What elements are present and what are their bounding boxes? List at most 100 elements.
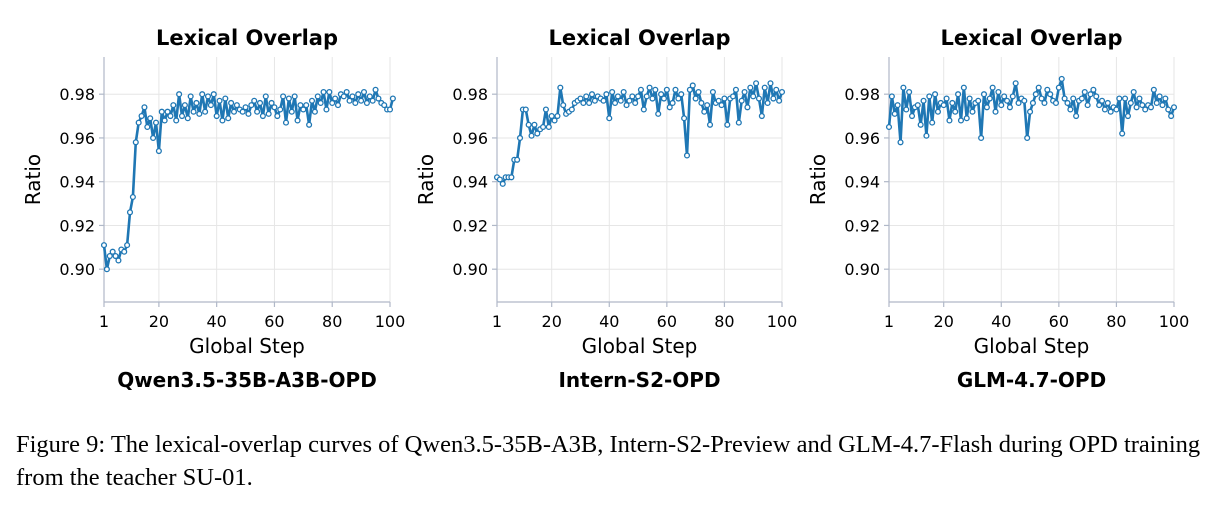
- data-point: [666, 104, 673, 111]
- data-point: [193, 99, 200, 106]
- data-point: [358, 97, 365, 104]
- x-tick-label: 40: [991, 312, 1011, 331]
- data-point: [1029, 99, 1036, 106]
- y-axis-label: Ratio: [414, 154, 438, 205]
- data-point: [346, 97, 353, 104]
- data-point: [499, 180, 506, 187]
- data-point: [274, 113, 281, 120]
- data-point: [112, 253, 119, 260]
- data-point: [1012, 80, 1019, 87]
- data-point: [1168, 113, 1175, 120]
- data-point: [978, 134, 985, 141]
- data-point: [147, 115, 154, 122]
- data-point: [262, 93, 269, 100]
- data-point: [141, 104, 148, 111]
- data-point: [317, 99, 324, 106]
- y-tick-label: 0.94: [452, 173, 488, 192]
- data-point: [955, 91, 962, 98]
- data-point: [115, 257, 122, 264]
- series-line: [496, 81, 784, 186]
- data-point: [311, 108, 318, 115]
- data-point: [568, 106, 575, 113]
- x-tick-label: 1: [884, 312, 894, 331]
- data-point: [652, 86, 659, 93]
- data-point: [534, 130, 541, 137]
- data-point: [649, 95, 656, 102]
- data-point: [152, 119, 160, 126]
- data-point: [675, 95, 682, 102]
- data-point: [314, 93, 321, 100]
- data-point: [1070, 95, 1077, 102]
- data-point: [983, 104, 990, 111]
- data-point: [196, 110, 203, 117]
- data-point: [614, 93, 621, 100]
- data-point: [761, 84, 768, 91]
- data-point: [689, 82, 696, 89]
- data-point: [219, 117, 226, 124]
- data-point: [1087, 91, 1094, 98]
- data-point: [528, 132, 535, 139]
- data-point: [897, 139, 904, 146]
- data-point: [753, 80, 760, 87]
- data-point: [1032, 91, 1039, 98]
- data-point: [1159, 102, 1166, 109]
- x-tick-label: 100: [1159, 312, 1190, 331]
- data-point: [773, 86, 780, 93]
- data-point: [692, 95, 699, 102]
- data-point: [1081, 88, 1088, 96]
- data-point: [1047, 91, 1054, 98]
- data-point: [617, 97, 624, 104]
- data-point: [686, 86, 693, 93]
- data-point: [1073, 113, 1080, 120]
- data-point: [755, 95, 763, 102]
- data-point: [1093, 93, 1100, 100]
- y-tick-label: 0.96: [452, 129, 488, 148]
- data-point: [1139, 102, 1146, 109]
- data-point: [750, 93, 757, 100]
- data-point: [626, 97, 633, 104]
- data-point: [265, 110, 272, 117]
- data-point: [611, 99, 619, 106]
- data-point: [932, 91, 939, 98]
- data-point: [1130, 88, 1137, 96]
- data-point: [228, 99, 235, 106]
- data-point: [106, 253, 113, 260]
- data-point: [704, 102, 711, 109]
- data-point: [372, 86, 379, 93]
- data-point: [251, 97, 258, 104]
- data-point: [1119, 130, 1126, 137]
- x-tick-label: 80: [1106, 312, 1126, 331]
- x-tick-label: 20: [934, 312, 954, 331]
- data-point: [903, 106, 910, 113]
- x-tick-label: 1: [492, 312, 502, 331]
- data-point: [239, 108, 246, 115]
- data-point: [646, 84, 653, 91]
- data-point: [522, 106, 529, 113]
- data-point: [150, 134, 157, 141]
- data-point: [637, 86, 644, 93]
- data-point: [672, 86, 679, 93]
- data-point: [952, 108, 959, 115]
- data-point: [1165, 106, 1172, 113]
- data-point: [1133, 104, 1140, 111]
- data-point: [176, 91, 183, 98]
- data-point: [213, 113, 220, 120]
- data-point: [957, 117, 965, 124]
- data-point: [1009, 93, 1016, 100]
- data-point: [329, 99, 336, 106]
- data-point: [323, 106, 330, 113]
- data-point: [551, 117, 558, 124]
- data-point: [943, 95, 950, 102]
- data-point: [1084, 102, 1091, 109]
- data-point: [1116, 95, 1123, 102]
- y-tick-label: 0.92: [844, 216, 880, 235]
- data-point: [701, 108, 708, 115]
- model-label: Qwen3.5-35B-A3B-OPD: [117, 368, 377, 392]
- data-point: [998, 102, 1005, 109]
- data-point: [1044, 86, 1051, 93]
- data-point: [586, 99, 593, 106]
- data-point: [718, 102, 725, 109]
- y-axis-label: Ratio: [21, 154, 45, 205]
- data-point: [663, 86, 670, 93]
- data-point: [683, 152, 691, 159]
